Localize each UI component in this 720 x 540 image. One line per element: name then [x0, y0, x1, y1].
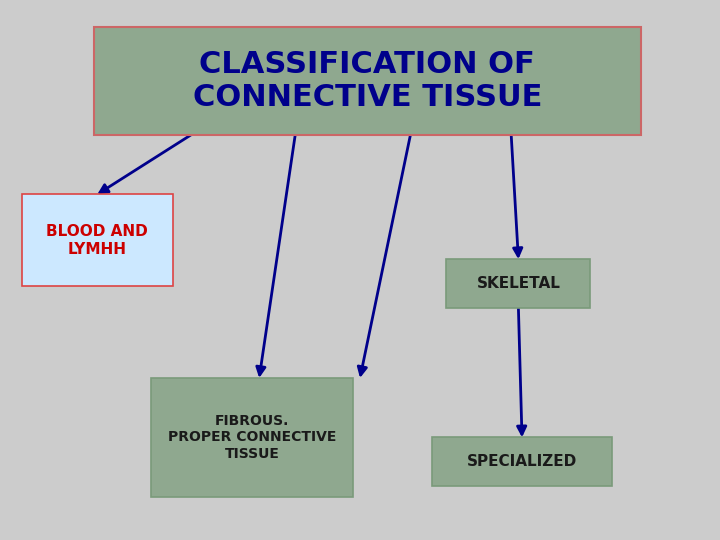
FancyBboxPatch shape	[151, 378, 353, 497]
Text: FIBROUS.
PROPER CONNECTIVE
TISSUE: FIBROUS. PROPER CONNECTIVE TISSUE	[168, 414, 336, 461]
Text: SKELETAL: SKELETAL	[477, 276, 560, 291]
FancyBboxPatch shape	[94, 27, 641, 135]
FancyBboxPatch shape	[446, 259, 590, 308]
Text: SPECIALIZED: SPECIALIZED	[467, 454, 577, 469]
Text: CLASSIFICATION OF
CONNECTIVE TISSUE: CLASSIFICATION OF CONNECTIVE TISSUE	[192, 50, 542, 112]
Text: BLOOD AND
LYMHH: BLOOD AND LYMHH	[46, 224, 148, 256]
FancyBboxPatch shape	[432, 437, 612, 486]
FancyBboxPatch shape	[22, 194, 173, 286]
